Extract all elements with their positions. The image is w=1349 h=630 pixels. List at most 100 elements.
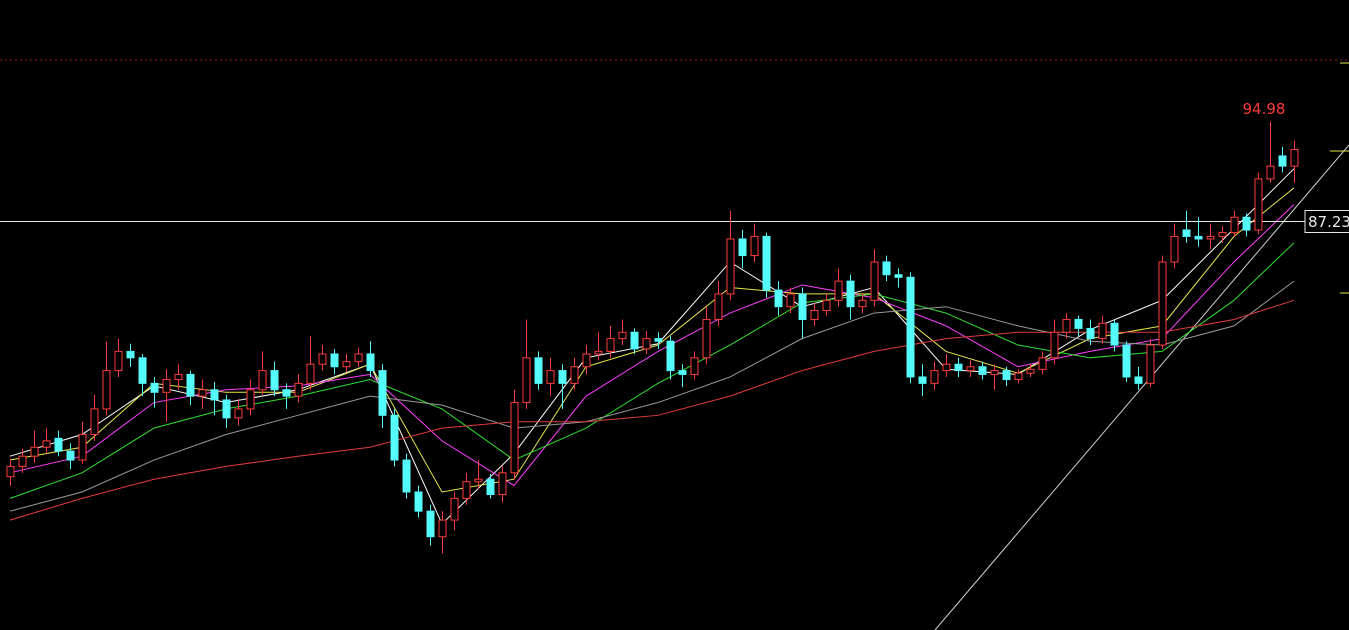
candle-body bbox=[282, 389, 291, 397]
candle-body bbox=[270, 370, 279, 391]
candle-body bbox=[834, 280, 843, 301]
candle-body bbox=[510, 402, 519, 474]
candle-body bbox=[90, 408, 99, 435]
candle-body bbox=[978, 366, 987, 375]
candle-body bbox=[186, 373, 195, 397]
candle-body bbox=[1062, 318, 1071, 333]
candle-body bbox=[750, 235, 759, 257]
candle-body bbox=[102, 370, 111, 410]
candle-body bbox=[1278, 155, 1287, 167]
candle-body bbox=[666, 340, 675, 372]
candle-body bbox=[378, 370, 387, 416]
candle-body bbox=[162, 379, 171, 393]
candle-body bbox=[846, 280, 855, 308]
candle-body bbox=[1026, 368, 1035, 374]
candle-body bbox=[1098, 322, 1107, 340]
candle-body bbox=[198, 389, 207, 397]
candle-body bbox=[1122, 344, 1131, 378]
candle-body bbox=[426, 510, 435, 538]
candle-body bbox=[18, 455, 27, 467]
candle-body bbox=[894, 274, 903, 278]
candle-body bbox=[1206, 235, 1215, 240]
candle-body bbox=[558, 370, 567, 384]
candle-body bbox=[66, 450, 75, 461]
candle-body bbox=[342, 361, 351, 368]
candle-body bbox=[954, 363, 963, 372]
candle-body bbox=[1218, 232, 1227, 237]
candle-body bbox=[1002, 370, 1011, 381]
candle-body bbox=[966, 366, 975, 372]
candle-body bbox=[870, 261, 879, 301]
candle-body bbox=[738, 238, 747, 257]
candle-body bbox=[1158, 261, 1167, 346]
candle-body bbox=[30, 446, 39, 457]
candle-body bbox=[606, 338, 615, 352]
candle-body bbox=[906, 276, 915, 378]
candle-body bbox=[330, 353, 339, 368]
price-label: 87.23 bbox=[1308, 213, 1349, 231]
price-label-box bbox=[1304, 210, 1349, 233]
candle-body bbox=[1134, 376, 1143, 384]
candle-body bbox=[1182, 229, 1191, 237]
candle-body bbox=[1110, 322, 1119, 346]
candle-body bbox=[1170, 235, 1179, 263]
candle-body bbox=[306, 363, 315, 384]
ma-line bbox=[9, 204, 1295, 487]
candle-body bbox=[1086, 327, 1095, 340]
candle-body bbox=[618, 331, 627, 340]
candle-body bbox=[1242, 216, 1251, 231]
candle-body bbox=[594, 350, 603, 355]
high-label: 94.98 bbox=[1243, 100, 1286, 118]
candle-body bbox=[486, 478, 495, 496]
candle-body bbox=[762, 235, 771, 291]
candle-body bbox=[294, 382, 303, 397]
candle-body bbox=[174, 373, 183, 381]
candle-body bbox=[690, 357, 699, 375]
candle-body bbox=[78, 433, 87, 461]
candle-body bbox=[1050, 331, 1059, 359]
candle-body bbox=[138, 357, 147, 384]
candle-body bbox=[990, 370, 999, 375]
candle-body bbox=[126, 350, 135, 359]
candle-body bbox=[1014, 372, 1023, 381]
candle-body bbox=[210, 389, 219, 401]
candle-body bbox=[1254, 178, 1263, 231]
candle-body bbox=[546, 370, 555, 384]
candle-body bbox=[114, 350, 123, 372]
candle-body bbox=[402, 459, 411, 493]
candle-body bbox=[150, 382, 159, 393]
candle-body bbox=[858, 299, 867, 308]
candle-body bbox=[654, 338, 663, 342]
candle-body bbox=[1230, 216, 1239, 234]
candle-body bbox=[726, 238, 735, 295]
candle-body bbox=[522, 357, 531, 404]
candle-body bbox=[642, 338, 651, 350]
candle-body bbox=[498, 472, 507, 496]
candle-body bbox=[222, 399, 231, 419]
candle-body bbox=[1266, 165, 1275, 180]
candle-body bbox=[450, 497, 459, 521]
candle-body bbox=[390, 414, 399, 461]
candle-body bbox=[570, 366, 579, 384]
candle-body bbox=[438, 519, 447, 538]
candle-body bbox=[702, 318, 711, 359]
candle-body bbox=[54, 437, 63, 452]
candle-body bbox=[798, 293, 807, 320]
candle-body bbox=[534, 357, 543, 384]
trend-line bbox=[934, 144, 1349, 630]
candle-body bbox=[366, 353, 375, 372]
candle-body bbox=[582, 353, 591, 368]
candle-body bbox=[810, 310, 819, 320]
candle-body bbox=[918, 376, 927, 384]
candle-body bbox=[234, 408, 243, 419]
candle-body bbox=[786, 293, 795, 308]
candle-body bbox=[774, 289, 783, 308]
candle-body bbox=[1074, 318, 1083, 329]
candle-body bbox=[414, 491, 423, 512]
candle-body bbox=[678, 370, 687, 375]
candle-body bbox=[6, 465, 15, 478]
candle-body bbox=[1194, 235, 1203, 240]
candle-body bbox=[942, 363, 951, 372]
